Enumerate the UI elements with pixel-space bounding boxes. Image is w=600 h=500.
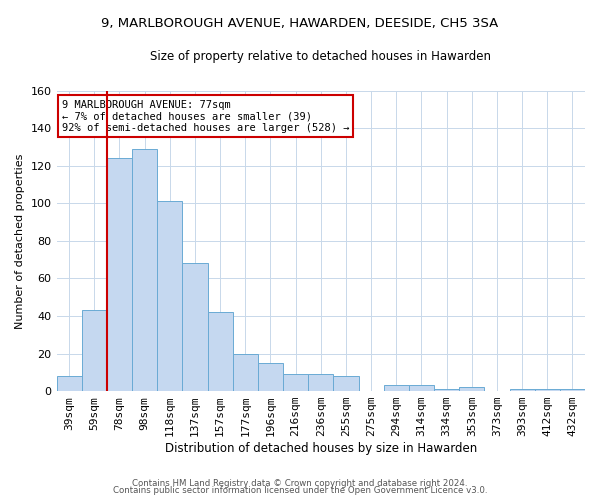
Bar [334,376,359,391]
Bar [409,386,434,391]
Bar [258,363,283,391]
Bar [308,374,334,391]
Bar [82,310,107,391]
Text: Contains HM Land Registry data © Crown copyright and database right 2024.: Contains HM Land Registry data © Crown c… [132,478,468,488]
Text: 9, MARLBOROUGH AVENUE, HAWARDEN, DEESIDE, CH5 3SA: 9, MARLBOROUGH AVENUE, HAWARDEN, DEESIDE… [101,18,499,30]
Bar [535,389,560,391]
Bar [509,389,535,391]
Bar [132,149,157,391]
Bar [233,354,258,391]
Bar [182,264,208,391]
Bar [434,389,459,391]
Title: Size of property relative to detached houses in Hawarden: Size of property relative to detached ho… [150,50,491,63]
Bar [208,312,233,391]
Text: Contains public sector information licensed under the Open Government Licence v3: Contains public sector information licen… [113,486,487,495]
Bar [459,388,484,391]
Y-axis label: Number of detached properties: Number of detached properties [15,153,25,328]
Bar [283,374,308,391]
Bar [56,376,82,391]
Bar [107,158,132,391]
Bar [157,202,182,391]
Bar [560,389,585,391]
X-axis label: Distribution of detached houses by size in Hawarden: Distribution of detached houses by size … [164,442,477,455]
Bar [383,386,409,391]
Text: 9 MARLBOROUGH AVENUE: 77sqm
← 7% of detached houses are smaller (39)
92% of semi: 9 MARLBOROUGH AVENUE: 77sqm ← 7% of deta… [62,100,349,133]
